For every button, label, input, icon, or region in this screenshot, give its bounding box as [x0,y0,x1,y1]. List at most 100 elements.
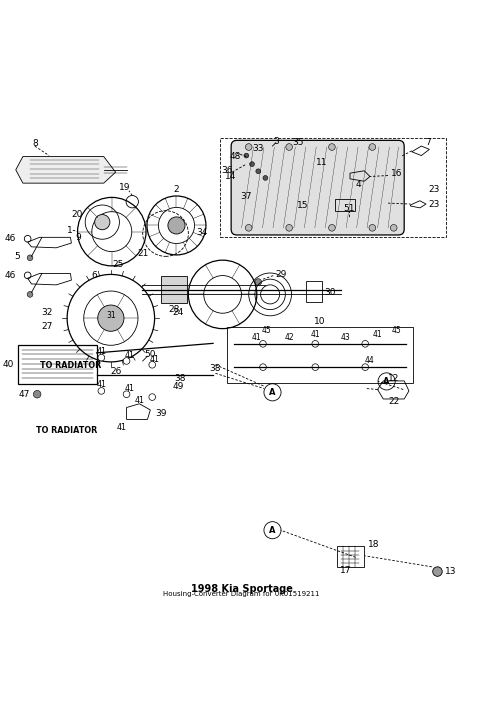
Circle shape [168,217,185,234]
Text: 48: 48 [230,152,241,161]
Text: 39: 39 [155,409,167,418]
Text: 29: 29 [276,270,287,279]
Circle shape [149,394,156,400]
Circle shape [362,364,369,371]
Polygon shape [16,156,116,183]
Circle shape [286,225,292,231]
Text: 33: 33 [252,144,264,153]
Text: 1998 Kia Sportage: 1998 Kia Sportage [191,584,292,594]
Text: 20: 20 [71,210,83,219]
Circle shape [369,144,376,150]
Text: 50: 50 [144,350,156,359]
Circle shape [260,341,266,347]
Text: 41: 41 [134,396,144,405]
Circle shape [123,358,130,364]
Circle shape [250,162,254,166]
Text: 27: 27 [41,323,53,331]
Circle shape [34,390,41,398]
Circle shape [245,144,252,150]
Text: 43: 43 [340,333,350,342]
Circle shape [329,225,335,231]
Text: 21: 21 [137,250,149,258]
Text: 35: 35 [292,138,303,147]
Text: 32: 32 [41,308,53,317]
Text: 41: 41 [125,384,135,393]
Text: 17: 17 [340,566,352,575]
Text: 41: 41 [96,347,107,356]
Circle shape [149,361,156,368]
Text: 3: 3 [273,137,279,146]
Circle shape [260,364,266,371]
Circle shape [312,364,319,371]
Text: 8: 8 [32,139,37,148]
Text: 9: 9 [75,233,81,242]
Text: 5: 5 [15,252,21,261]
Circle shape [123,391,130,397]
Circle shape [255,279,262,285]
Text: 23: 23 [428,199,439,209]
Text: 51: 51 [343,204,354,213]
FancyBboxPatch shape [161,276,187,303]
Text: 38: 38 [174,374,186,382]
Circle shape [312,341,319,347]
Text: 41: 41 [252,333,262,342]
Text: 25: 25 [112,261,124,269]
Text: 41: 41 [311,330,320,339]
Text: 49: 49 [173,382,184,391]
Circle shape [98,305,124,331]
Text: A: A [269,526,276,535]
Text: 47: 47 [19,390,30,399]
Text: 41: 41 [150,354,160,364]
Text: 37: 37 [240,192,252,202]
Text: 41: 41 [372,330,382,339]
Circle shape [98,387,105,395]
Circle shape [98,354,105,361]
Text: 36: 36 [222,166,233,175]
Circle shape [95,215,110,230]
Circle shape [369,225,376,231]
Text: Housing-Converter Diagram for 0K01519211: Housing-Converter Diagram for 0K01519211 [163,591,320,597]
Text: 31: 31 [106,311,116,320]
Text: 23: 23 [428,185,439,194]
Text: 13: 13 [445,567,456,576]
Text: 18: 18 [368,540,379,549]
FancyBboxPatch shape [231,140,404,235]
Text: 11: 11 [316,158,327,167]
Circle shape [432,567,442,576]
Text: 45: 45 [262,326,271,335]
Text: 24: 24 [173,308,184,317]
Text: 14: 14 [225,172,236,181]
Text: 7: 7 [425,138,431,147]
Circle shape [244,153,249,158]
Text: 38: 38 [209,364,221,373]
Circle shape [27,292,33,297]
Text: 34: 34 [196,228,208,237]
Circle shape [27,255,33,261]
Text: 16: 16 [391,168,403,178]
Circle shape [390,225,397,231]
Text: 30: 30 [324,287,336,297]
Text: 2: 2 [174,185,179,194]
Circle shape [362,341,369,347]
Circle shape [286,144,292,150]
Text: 41: 41 [117,423,127,432]
Text: 44: 44 [365,356,375,366]
Text: A: A [269,388,276,397]
Text: 22: 22 [388,397,399,406]
Circle shape [329,144,335,150]
Text: A: A [384,377,390,386]
Text: 1: 1 [67,225,73,235]
Circle shape [256,169,261,174]
Text: 40: 40 [3,360,14,369]
Text: 42: 42 [284,333,294,342]
Text: 41: 41 [96,380,107,390]
Text: 19: 19 [120,183,131,192]
Text: 12: 12 [388,374,399,382]
Text: 4: 4 [355,179,361,189]
Text: 6: 6 [92,271,97,280]
Text: 46: 46 [4,234,16,243]
Text: 45: 45 [391,326,401,335]
Text: 26: 26 [110,367,121,376]
Text: 15: 15 [297,201,308,210]
Text: 46: 46 [4,271,16,280]
